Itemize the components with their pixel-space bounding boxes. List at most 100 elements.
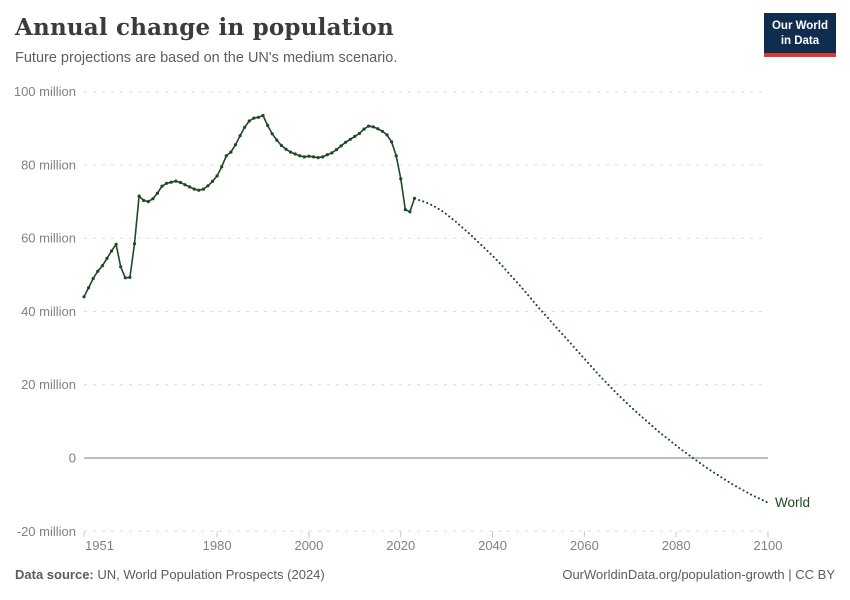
data-point-marker [252,116,256,120]
data-point-marker [165,181,169,185]
data-point-marker [408,210,412,214]
data-point-marker [100,264,104,268]
data-point-marker [243,125,247,129]
data-point-marker [188,185,192,189]
data-point-marker [206,184,210,188]
y-axis-label: 100 million [14,84,76,99]
data-point-marker [394,154,398,158]
x-axis-label: 2000 [294,538,323,553]
y-axis-label: 80 million [21,158,76,173]
data-point-marker [266,123,270,127]
credit-link[interactable]: OurWorldinData.org/population-growth | C… [562,567,835,582]
data-point-marker [399,177,403,181]
data-point-marker [174,179,178,183]
data-point-marker [192,187,196,191]
owid-logo-line1: Our World [771,20,828,32]
data-point-marker [371,125,375,129]
data-point-marker [330,151,334,155]
x-axis-label: 2100 [754,538,783,553]
data-point-marker [233,143,238,147]
data-point-marker [376,127,380,131]
data-point-marker [367,124,371,128]
series-world-historic [82,113,417,299]
data-point-marker [238,134,242,138]
data-point-marker [289,150,293,154]
data-point-marker [307,154,311,158]
data-point-marker [344,140,348,144]
data-point-marker [293,152,297,156]
data-point-marker [302,155,306,159]
data-point-marker [270,132,274,136]
y-axis-label: 40 million [21,304,76,319]
data-point-marker [119,265,123,269]
data-point-marker [96,269,100,273]
x-axis-label: 1951 [85,538,114,553]
data-point-marker [390,140,394,144]
y-axis-label: 20 million [21,377,76,392]
chart-subtitle: Future projections are based on the UN's… [15,50,398,66]
data-point-marker [178,180,182,185]
data-point-marker [87,286,91,290]
series-label-world: World [775,495,810,510]
data-point-marker [123,276,127,280]
x-axis-label: 2040 [478,538,507,553]
data-point-marker [353,134,357,138]
data-point-marker [247,119,251,123]
x-axis-label: 2020 [386,538,415,553]
data-point-marker [137,194,141,198]
data-point-marker [183,183,187,187]
data-point-marker [197,188,201,192]
data-point-marker [220,165,224,169]
data-point-marker [229,150,233,154]
data-point-marker [201,187,205,191]
data-point-marker [275,138,279,142]
series-world-projection [418,199,769,504]
data-point-marker [91,276,95,281]
world-line-projection [418,199,769,504]
x-axis-label: 1980 [203,538,232,553]
data-point-marker [142,198,146,203]
data-point-marker [261,113,265,118]
data-point-marker [412,196,417,200]
data-point-marker [155,191,159,195]
data-point-marker [256,115,260,119]
data-point-marker [215,174,219,178]
y-axis-label: -20 million [17,524,76,539]
data-point-marker [325,153,329,157]
data-point-marker [105,256,109,260]
data-point-marker [82,295,86,299]
data-point-marker [224,154,228,158]
data-point-marker [146,200,150,204]
data-point-marker [380,129,384,133]
data-point-marker [284,147,288,151]
data-point-marker [132,242,137,246]
data-point-marker [357,131,361,136]
y-axis-label: 60 million [21,231,76,246]
world-line-solid [83,114,416,298]
data-source: Data source: UN, World Population Prospe… [15,567,325,582]
data-point-marker [279,143,283,148]
data-point-marker [114,242,118,246]
data-point-marker [109,249,114,253]
data-point-marker [128,275,132,279]
data-point-marker [403,208,407,212]
data-point-marker [385,133,389,137]
data-source-text: UN, World Population Prospects (2024) [93,567,325,582]
data-point-marker [334,148,339,152]
chart-footer: Data source: UN, World Population Prospe… [15,567,835,582]
x-axis-label: 2080 [662,538,691,553]
data-point-marker [298,154,302,158]
data-point-marker [151,197,155,201]
data-point-marker [316,156,320,160]
data-point-marker [348,137,352,141]
data-source-label: Data source: [15,567,94,582]
owid-logo[interactable]: Our World in Data [763,13,836,57]
data-point-marker [362,127,366,131]
y-axis-label: 0 [69,451,76,466]
page-title: Annual change in population [15,14,394,41]
data-point-marker [339,144,343,148]
owid-logo-line2: in Data [780,34,820,47]
data-point-marker [321,155,325,159]
